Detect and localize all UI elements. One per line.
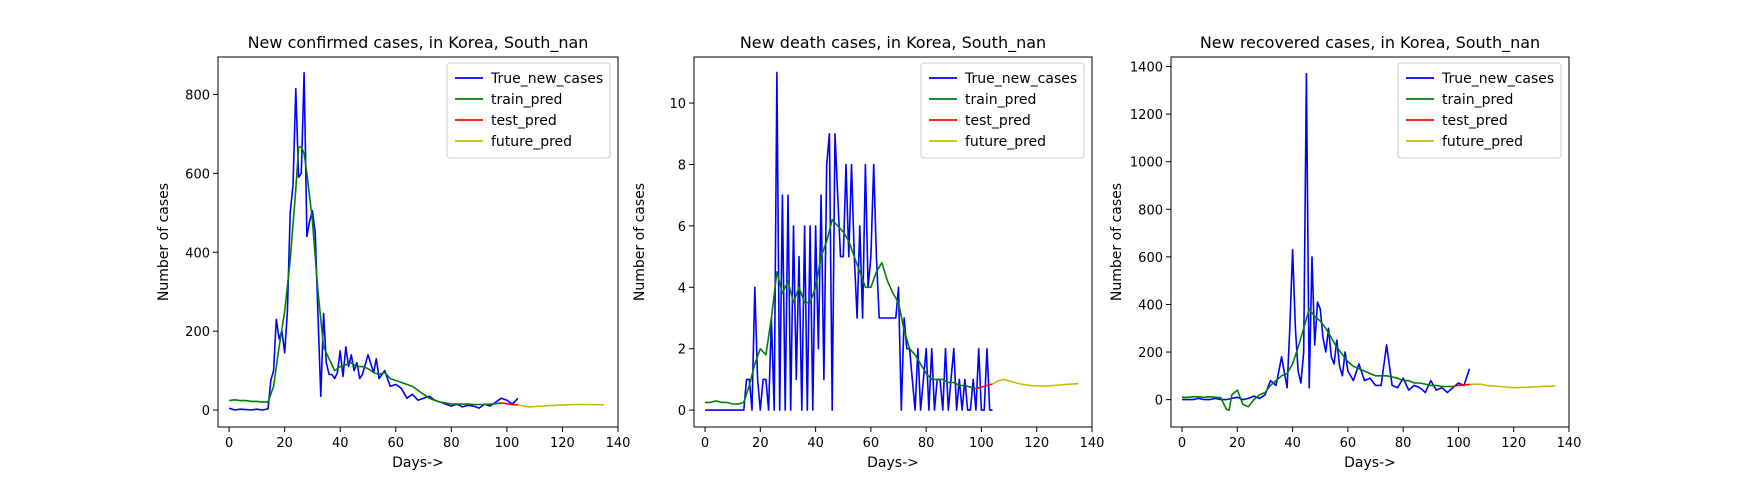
series-line-train-pred xyxy=(1182,308,1453,412)
series-line-test-pred xyxy=(975,383,993,390)
x-tick-label: 40 xyxy=(1284,436,1301,451)
plot-area xyxy=(1182,72,1556,412)
legend-entry-train-pred: train_pred xyxy=(965,92,1036,108)
chart-title: New confirmed cases, in Korea, South_nan xyxy=(248,33,589,53)
x-tick-label: 100 xyxy=(969,436,994,451)
legend-box xyxy=(446,62,611,159)
x-tick-label: 140 xyxy=(1080,436,1105,451)
y-tick-label: 400 xyxy=(185,246,210,261)
x-tick-label: 80 xyxy=(443,436,460,451)
y-tick-label: 600 xyxy=(185,167,210,182)
series-line-future-pred xyxy=(992,378,1079,388)
y-tick-label: 200 xyxy=(1138,346,1163,361)
y-tick-label: 400 xyxy=(1138,298,1163,313)
x-tick-label: 40 xyxy=(807,436,824,451)
y-tick-label: 1200 xyxy=(1130,108,1163,123)
x-tick-label: 20 xyxy=(752,436,769,451)
legend-entry-train-pred: train_pred xyxy=(1442,92,1513,108)
legend-entry-train-pred: train_pred xyxy=(491,92,562,108)
axes-frame xyxy=(217,56,619,428)
x-tick-label: 80 xyxy=(1395,436,1412,451)
x-tick-label: 120 xyxy=(1024,436,1049,451)
chart-title: New recovered cases, in Korea, South_nan xyxy=(1200,33,1540,53)
series-line-test-pred xyxy=(1452,383,1470,388)
x-tick-label: 20 xyxy=(1229,436,1246,451)
plot-area xyxy=(228,72,605,411)
y-tick-label: 10 xyxy=(669,97,686,112)
y-axis-label: Number of cases xyxy=(156,183,172,301)
axes-frame xyxy=(1170,56,1570,428)
legend-entry-future-pred: future_pred xyxy=(491,134,572,150)
y-axis-label: Number of cases xyxy=(1109,183,1125,301)
legend: True_new_cases train_pred test_pred future_… xyxy=(446,62,611,159)
legend-entry-test-pred: test_pred xyxy=(1442,113,1508,129)
x-tick-label: 40 xyxy=(332,436,349,451)
y-tick-label: 800 xyxy=(185,88,210,103)
y-tick-label: 2 xyxy=(678,343,686,358)
legend: True_new_cases train_pred test_pred future_… xyxy=(920,62,1085,159)
series-line-train-pred xyxy=(228,145,502,406)
axes-frame xyxy=(693,56,1093,428)
x-tick-label: 0 xyxy=(225,436,233,451)
x-tick-label: 20 xyxy=(276,436,293,451)
y-tick-label: 800 xyxy=(1138,203,1163,218)
legend-box xyxy=(1397,62,1562,159)
subplot-1: New confirmed cases, in Korea, South_nan… xyxy=(156,33,630,471)
y-tick-label: 0 xyxy=(202,404,210,419)
series-line-train-pred xyxy=(705,218,977,405)
series-line-future-pred xyxy=(517,403,605,408)
x-tick-label: 60 xyxy=(1340,436,1357,451)
x-tick-label: 80 xyxy=(918,436,935,451)
x-tick-label: 140 xyxy=(606,436,631,451)
x-tick-label: 60 xyxy=(388,436,405,451)
x-tick-label: 0 xyxy=(701,436,709,451)
y-tick-label: 1000 xyxy=(1130,156,1163,171)
x-tick-label: 100 xyxy=(1446,436,1471,451)
legend-entry-test-pred: test_pred xyxy=(965,113,1031,129)
x-axis-label: Days-> xyxy=(392,455,444,471)
x-tick-label: 100 xyxy=(494,436,519,451)
legend-entry-future-pred: future_pred xyxy=(1442,134,1523,150)
x-tick-label: 120 xyxy=(550,436,575,451)
x-tick-label: 0 xyxy=(1178,436,1186,451)
plot-area xyxy=(705,71,1079,411)
legend-entry-true-new-cases: True_new_cases xyxy=(1441,71,1554,87)
series-line-future-pred xyxy=(1469,383,1556,389)
x-axis-label: Days-> xyxy=(1344,455,1396,471)
x-tick-label: 60 xyxy=(863,436,880,451)
legend-entry-test-pred: test_pred xyxy=(491,113,557,129)
legend: True_new_cases train_pred test_pred future_… xyxy=(1397,62,1562,159)
y-tick-label: 8 xyxy=(678,158,686,173)
series-line-true-new-cases xyxy=(705,71,993,411)
legend-entry-true-new-cases: True_new_cases xyxy=(490,71,603,87)
legend-box xyxy=(920,62,1085,159)
y-tick-label: 4 xyxy=(678,281,686,296)
x-tick-label: 120 xyxy=(1501,436,1526,451)
y-tick-label: 6 xyxy=(678,220,686,235)
x-tick-label: 140 xyxy=(1557,436,1582,451)
x-axis-label: Days-> xyxy=(867,455,919,471)
series-line-test-pred xyxy=(501,402,519,406)
y-axis-label: Number of cases xyxy=(632,183,648,301)
legend-entry-true-new-cases: True_new_cases xyxy=(964,71,1077,87)
y-tick-label: 200 xyxy=(185,325,210,340)
legend-entry-future-pred: future_pred xyxy=(965,134,1046,150)
subplot-3: New recovered cases, in Korea, South_nan… xyxy=(1109,33,1581,471)
chart-title: New death cases, in Korea, South_nan xyxy=(740,33,1046,53)
y-tick-label: 0 xyxy=(678,404,686,419)
y-tick-label: 600 xyxy=(1138,251,1163,266)
y-tick-label: 0 xyxy=(1155,394,1163,409)
y-tick-label: 1400 xyxy=(1130,61,1163,76)
